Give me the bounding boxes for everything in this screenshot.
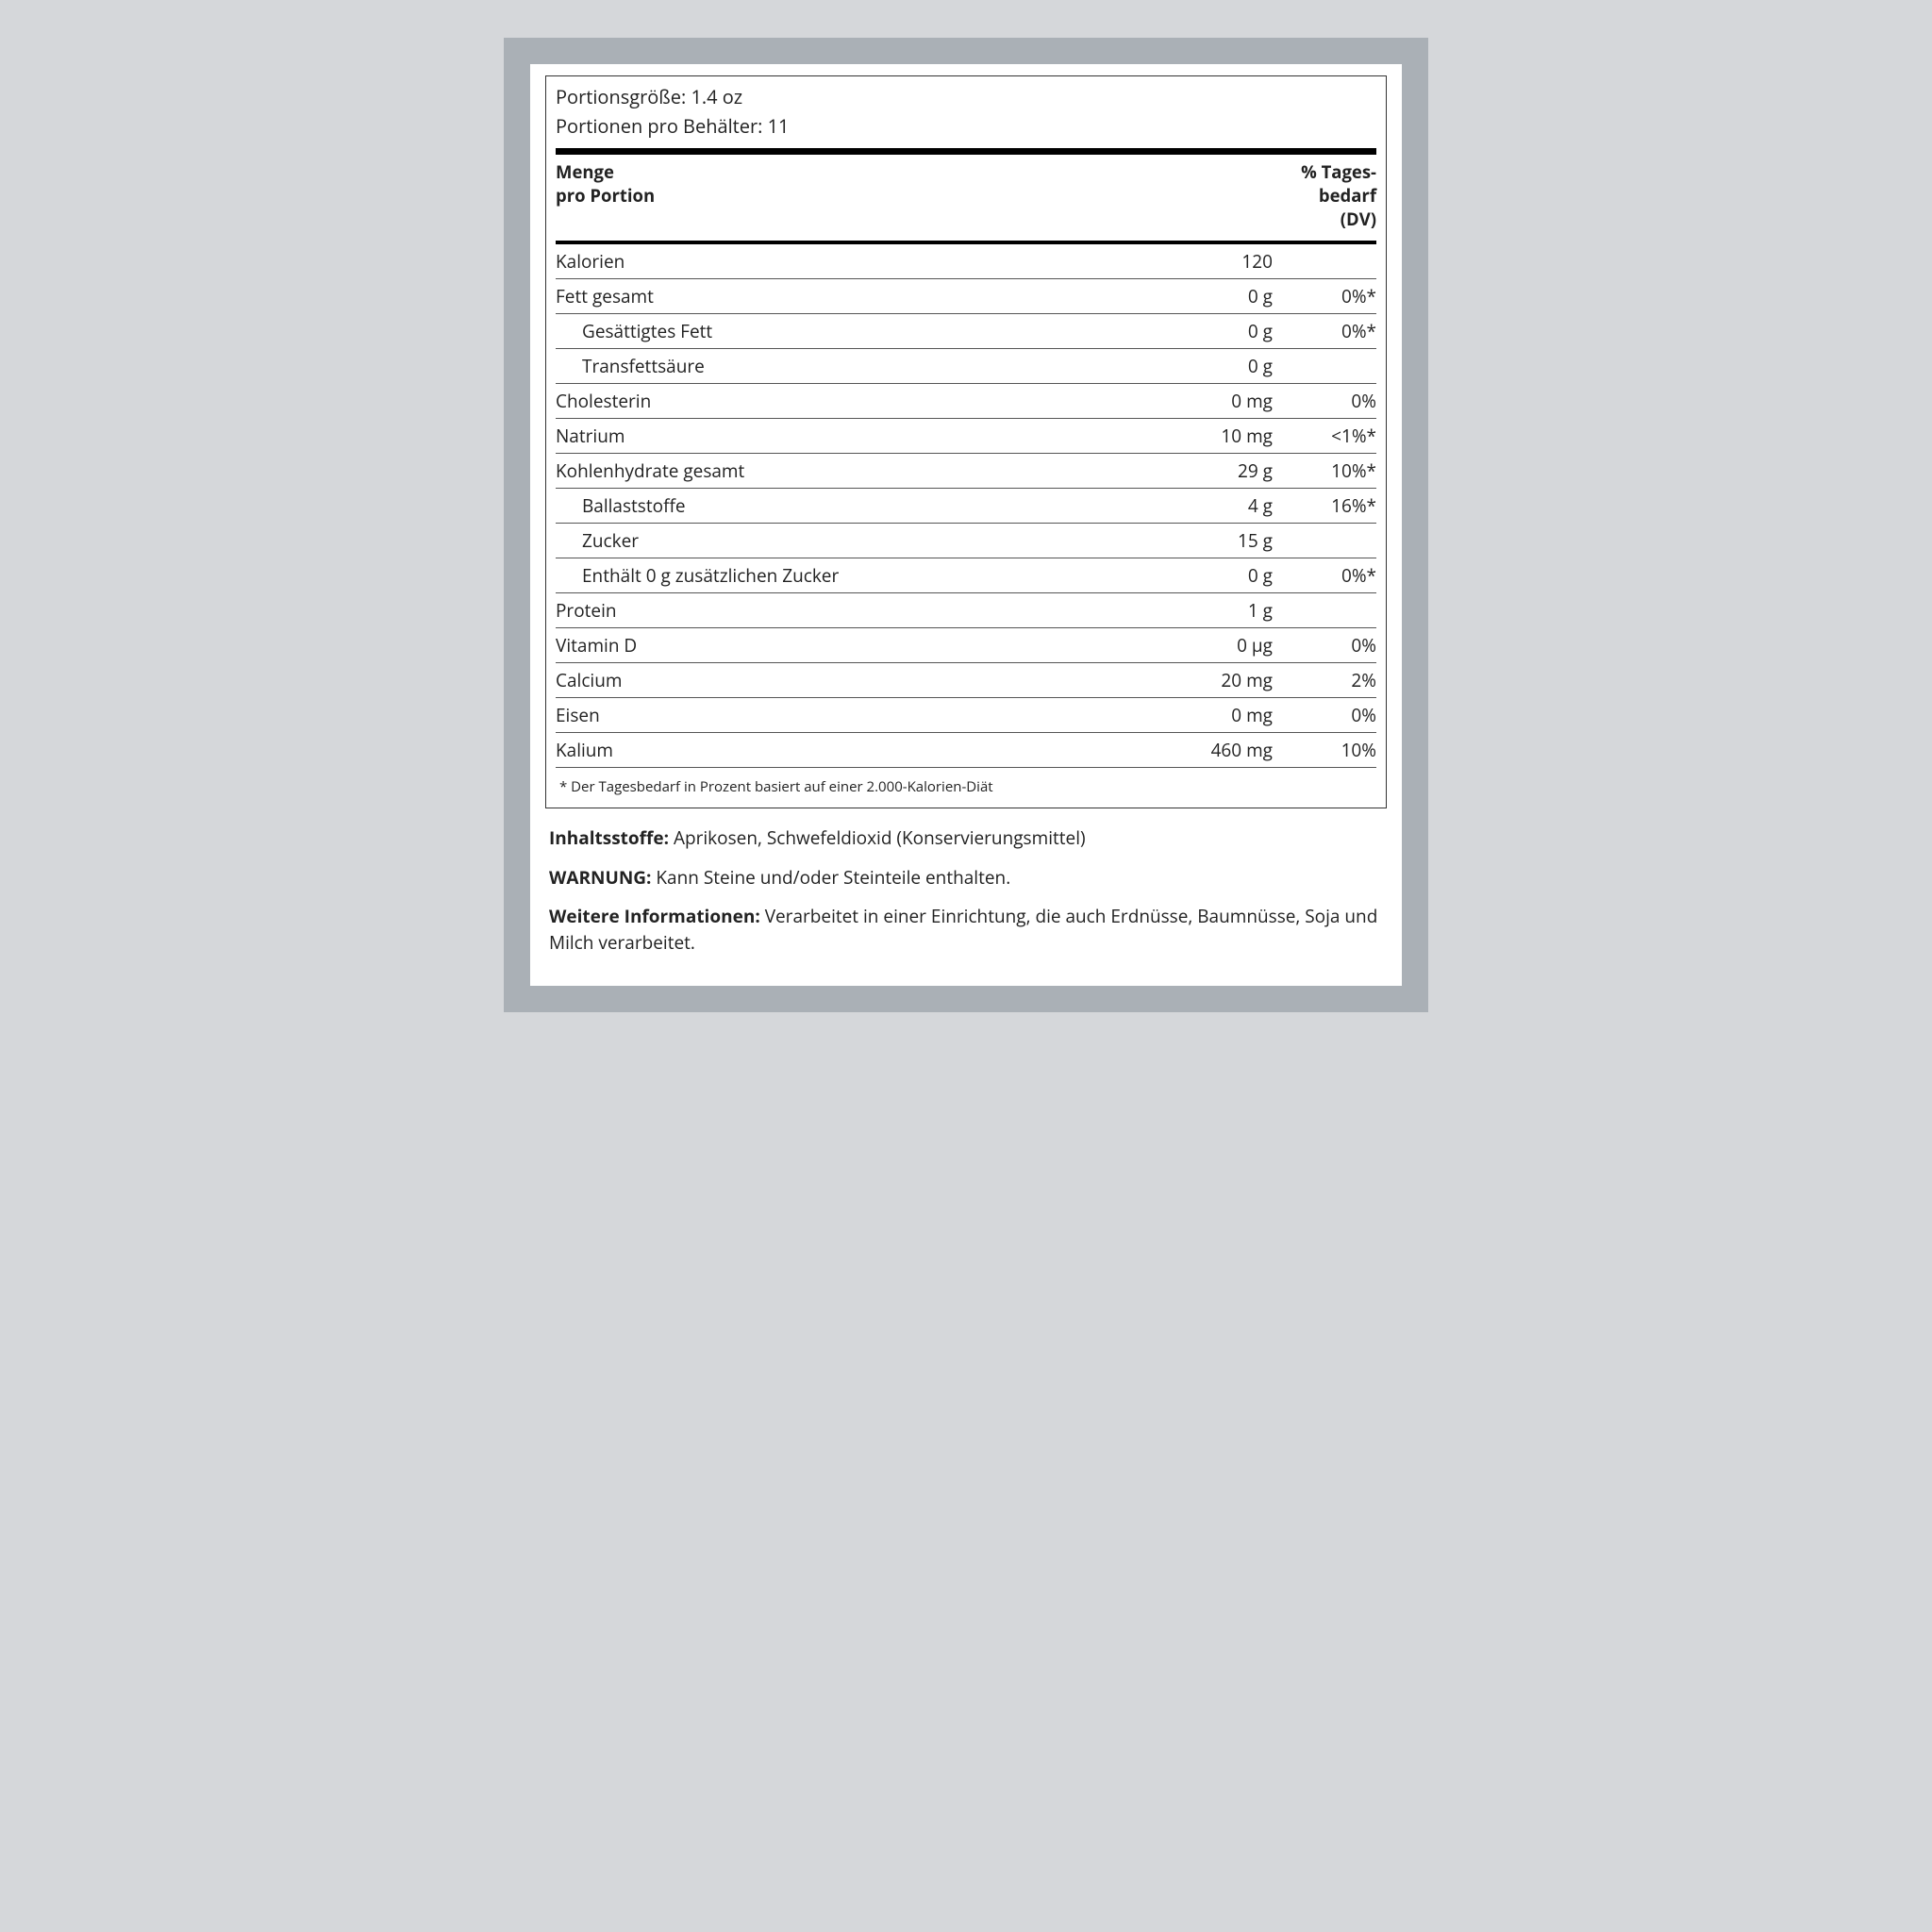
nutrient-dv: 0%* [1273,563,1376,588]
nutrient-dv: 0% [1273,389,1376,413]
nutrient-label: Kalorien [556,249,1159,274]
nutrient-amount: 4 g [1159,493,1273,518]
nutrient-amount: 120 [1159,249,1273,274]
dv-footnote: * Der Tagesbedarf in Prozent basiert auf… [556,767,1376,808]
nutrient-amount: 0 g [1159,354,1273,378]
nutrient-row: Zucker15 g [556,523,1376,558]
nutrient-label: Kalium [556,738,1159,762]
header-amount-per-serving: Menge pro Portion [556,160,1159,231]
nutrition-panel: Portionsgröße: 1.4 oz Portionen pro Behä… [530,64,1402,986]
servings-per-container: Portionen pro Behälter: 11 [556,111,1376,141]
nutrient-label: Natrium [556,424,1159,448]
more-info-line: Weitere Informationen: Verarbeitet in ei… [549,904,1383,956]
nutrient-rows: Kalorien120Fett gesamt0 g0%*Gesättigtes … [546,244,1386,767]
nutrient-amount: 10 mg [1159,424,1273,448]
nutrient-label: Ballaststoffe [556,493,1159,518]
nutrient-amount: 15 g [1159,528,1273,553]
nutrient-row: Gesättigtes Fett0 g0%* [556,313,1376,348]
nutrient-row: Vitamin D0 µg0% [556,627,1376,662]
nutrient-label: Enthält 0 g zusätzlichen Zucker [556,563,1159,588]
below-box: Inhaltsstoffe: Aprikosen, Schwefeldioxid… [545,808,1387,956]
header-daily-value: % Tages- bedarf (DV) [1273,160,1376,231]
rule-thick-top [556,148,1376,155]
nutrient-label: Transfettsäure [556,354,1159,378]
nutrient-amount: 0 mg [1159,389,1273,413]
nutrient-amount: 0 g [1159,563,1273,588]
nutrient-label: Zucker [556,528,1159,553]
table-header: Menge pro Portion % Tages- bedarf (DV) [546,155,1386,239]
nutrient-row: Calcium20 mg2% [556,662,1376,697]
nutrient-label: Fett gesamt [556,284,1159,308]
nutrient-amount: 20 mg [1159,668,1273,692]
nutrient-row: Transfettsäure0 g [556,348,1376,383]
nutrient-dv: 0%* [1273,319,1376,343]
nutrient-row: Kalium460 mg10% [556,732,1376,767]
serving-size-value: 1.4 oz [691,84,742,109]
nutrient-amount: 0 mg [1159,703,1273,727]
nutrient-dv: 0%* [1273,284,1376,308]
serving-size: Portionsgröße: 1.4 oz [556,82,1376,111]
warning-text: Kann Steine und/oder Steinteile enthalte… [656,865,1010,890]
warning-label: WARNUNG: [549,865,651,890]
nutrient-dv: <1%* [1273,424,1376,448]
nutrition-facts-box: Portionsgröße: 1.4 oz Portionen pro Behä… [545,75,1387,808]
servings-per-container-label: Portionen pro Behälter: [556,113,762,139]
nutrient-amount: 29 g [1159,458,1273,483]
nutrient-amount: 0 µg [1159,633,1273,658]
nutrient-amount: 1 g [1159,598,1273,623]
warning-line: WARNUNG: Kann Steine und/oder Steinteile… [549,865,1383,891]
nutrient-label: Kohlenhydrate gesamt [556,458,1159,483]
nutrient-dv: 16%* [1273,493,1376,518]
nutrient-dv: 0% [1273,633,1376,658]
nutrient-row: Eisen0 mg0% [556,697,1376,732]
ingredients-line: Inhaltsstoffe: Aprikosen, Schwefeldioxid… [549,825,1383,852]
nutrient-amount: 0 g [1159,319,1273,343]
nutrient-row: Kohlenhydrate gesamt29 g10%* [556,453,1376,488]
nutrient-row: Enthält 0 g zusätzlichen Zucker0 g0%* [556,558,1376,592]
nutrient-amount: 0 g [1159,284,1273,308]
nutrient-dv: 0% [1273,703,1376,727]
nutrient-label: Eisen [556,703,1159,727]
serving-size-label: Portionsgröße: [556,84,686,109]
nutrient-label: Calcium [556,668,1159,692]
nutrient-row: Kalorien120 [556,244,1376,278]
nutrient-row: Fett gesamt0 g0%* [556,278,1376,313]
nutrient-label: Gesättigtes Fett [556,319,1159,343]
servings-per-container-value: 11 [768,113,790,139]
nutrient-amount: 460 mg [1159,738,1273,762]
ingredients-label: Inhaltsstoffe: [549,825,669,850]
nutrient-label: Vitamin D [556,633,1159,658]
nutrient-row: Natrium10 mg<1%* [556,418,1376,453]
nutrient-label: Protein [556,598,1159,623]
nutrient-row: Protein1 g [556,592,1376,627]
nutrient-row: Cholesterin0 mg0% [556,383,1376,418]
nutrient-dv: 2% [1273,668,1376,692]
ingredients-text: Aprikosen, Schwefeldioxid (Konservierung… [674,825,1086,850]
nutrient-label: Cholesterin [556,389,1159,413]
more-info-label: Weitere Informationen: [549,904,760,928]
nutrient-dv: 10% [1273,738,1376,762]
page-frame: Portionsgröße: 1.4 oz Portionen pro Behä… [504,38,1428,1012]
nutrient-row: Ballaststoffe4 g16%* [556,488,1376,523]
serving-info: Portionsgröße: 1.4 oz Portionen pro Behä… [546,76,1386,144]
nutrient-dv: 10%* [1273,458,1376,483]
